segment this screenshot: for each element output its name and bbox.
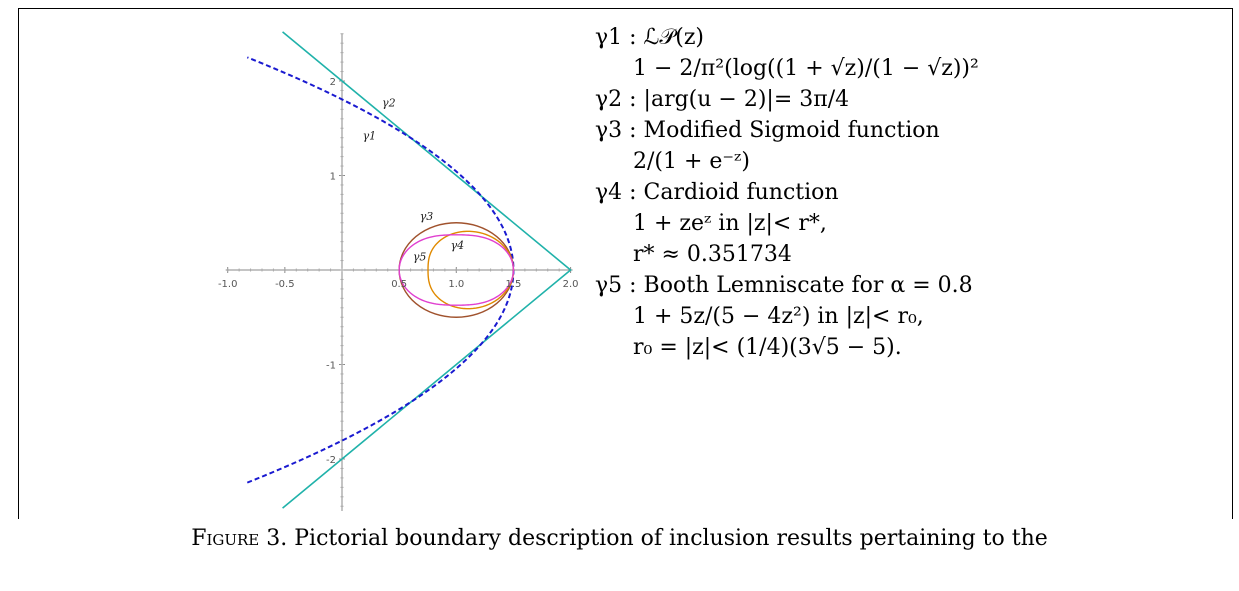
- curve-label-3: γ3: [420, 210, 434, 223]
- legend-gamma4-radius: r* ≈ 0.351734: [633, 242, 792, 267]
- figure-plot: -1.0 -0.5 0.5 1.0 1.5 2.0 2 1 -1 -2 γ2 γ1 γ3 γ4 γ5: [218, 31, 579, 511]
- y-tick-label: 2: [330, 77, 336, 88]
- curve-label-4: γ4: [451, 239, 465, 252]
- x-tick-label: 1.0: [448, 279, 464, 290]
- gamma4-curve: [427, 230, 515, 310]
- x-tick-label: -0.5: [275, 279, 295, 290]
- legend-gamma1-head: γ1 : ℒ𝒫(z): [595, 25, 705, 50]
- legend-gamma5-radius: r₀ = |z|< (1/4)(3√5 − 5).: [633, 335, 902, 360]
- caption-label: Figure 3.: [191, 526, 288, 551]
- y-tick-label: 1: [330, 172, 336, 183]
- legend-gamma4-head: γ4 : Cardioid function: [595, 180, 839, 205]
- curves: [246, 31, 572, 509]
- legend-gamma3-formula: 2/(1 + e⁻ᶻ): [633, 149, 750, 174]
- curve-label-2: γ1: [363, 130, 377, 143]
- x-tick-label: 2.0: [563, 279, 579, 290]
- legend-gamma5-formula: 1 + 5z/(5 − 4z²) in |z|< r₀,: [633, 304, 924, 329]
- legend-gamma3-head: γ3 : Modified Sigmoid function: [595, 118, 940, 143]
- caption-text: Pictorial boundary description of inclus…: [294, 526, 1048, 551]
- tick-labels: -1.0 -0.5 0.5 1.0 1.5 2.0 2 1 -1 -2: [218, 77, 579, 466]
- gamma2-curve: [282, 31, 572, 509]
- gamma5-curve: [398, 234, 515, 306]
- figure-frame: [18, 8, 1233, 519]
- x-tick-label: 0.5: [391, 279, 407, 290]
- legend-gamma5-head: γ5 : Booth Lemniscate for α = 0.8: [595, 273, 973, 298]
- y-tick-label: -1: [326, 361, 336, 372]
- curve-labels: γ2 γ1 γ3 γ4 γ5: [363, 97, 465, 264]
- x-tick-label: -1.0: [218, 279, 238, 290]
- legend: γ1 : ℒ𝒫(z) 1 − 2/π²(log((1 + √z)/(1 − √z…: [595, 22, 1215, 363]
- figure-caption: Figure 3. Pictorial boundary description…: [0, 526, 1239, 551]
- curve-label-5: γ5: [413, 251, 427, 264]
- legend-gamma1-formula: 1 − 2/π²(log((1 + √z)/(1 − √z))²: [633, 56, 979, 81]
- legend-gamma4-formula: 1 + zeᶻ in |z|< r*,: [633, 211, 827, 236]
- legend-gamma2-head: γ2 : |arg(u − 2)|= 3π/4: [595, 87, 850, 112]
- x-tick-label: 1.5: [505, 279, 521, 290]
- curve-label-1: γ2: [382, 97, 396, 110]
- y-tick-label: -2: [326, 455, 336, 466]
